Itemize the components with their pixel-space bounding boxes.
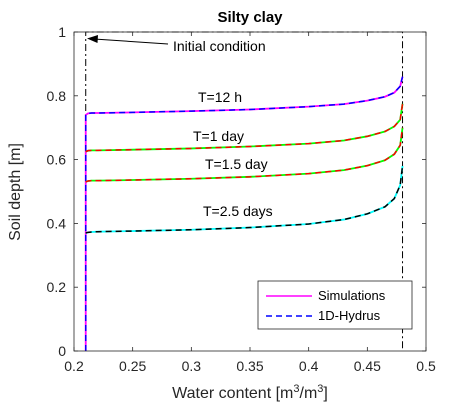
x-tick-label: 0.4 xyxy=(299,358,319,374)
x-tick-label: 0.5 xyxy=(416,358,436,374)
series-1-hydrus-line xyxy=(85,103,404,153)
legend: Simulations 1D-Hydrus xyxy=(257,280,413,330)
y-tick-label: 0.2 xyxy=(47,279,67,295)
series-label-1-5day: T=1.5 day xyxy=(205,156,268,172)
x-axis-label: Water content [m3/m3] xyxy=(172,383,328,402)
x-tick-label: 0.3 xyxy=(182,358,202,374)
annotation-arrowhead xyxy=(87,35,98,43)
x-tick-label: 0.25 xyxy=(119,358,146,374)
series-label-12h: T=12 h xyxy=(198,89,242,105)
chart-title: Silty clay xyxy=(217,9,283,26)
annotation-arrow-shaft xyxy=(93,38,169,45)
series-label-2-5days: T=2.5 days xyxy=(203,203,273,219)
series-label-1day: T=1 day xyxy=(193,128,244,144)
y-tick-label: 0.6 xyxy=(47,152,67,168)
initial-condition-label: Initial condition xyxy=(173,38,266,54)
x-tick-labels: 0.2 0.25 0.3 0.35 0.4 0.45 0.5 xyxy=(64,358,436,374)
x-tick-label: 0.2 xyxy=(64,358,84,374)
series-3-hydrus-line xyxy=(85,165,404,234)
x-tick-label: 0.35 xyxy=(236,358,263,374)
y-tick-label: 0 xyxy=(58,343,66,359)
curves xyxy=(84,31,404,351)
legend-hydrus-label: 1D-Hydrus xyxy=(318,308,381,323)
y-tick-label: 1 xyxy=(58,24,66,40)
x-tick-label: 0.45 xyxy=(354,358,381,374)
y-tick-label: 0.4 xyxy=(47,215,67,231)
initial-condition-line xyxy=(85,31,404,351)
legend-simulations-label: Simulations xyxy=(318,288,386,303)
series-2-hydrus-line xyxy=(85,127,404,183)
y-tick-labels: 0 0.2 0.4 0.6 0.8 1 xyxy=(47,24,67,359)
legend-box xyxy=(257,280,413,330)
series-0-hydrus-line xyxy=(84,76,404,351)
y-tick-label: 0.8 xyxy=(47,88,67,104)
initial-condition-annotation: Initial condition xyxy=(87,35,266,54)
axis-ticks xyxy=(73,31,427,352)
y-axis-label: Soil depth [m] xyxy=(7,143,24,241)
